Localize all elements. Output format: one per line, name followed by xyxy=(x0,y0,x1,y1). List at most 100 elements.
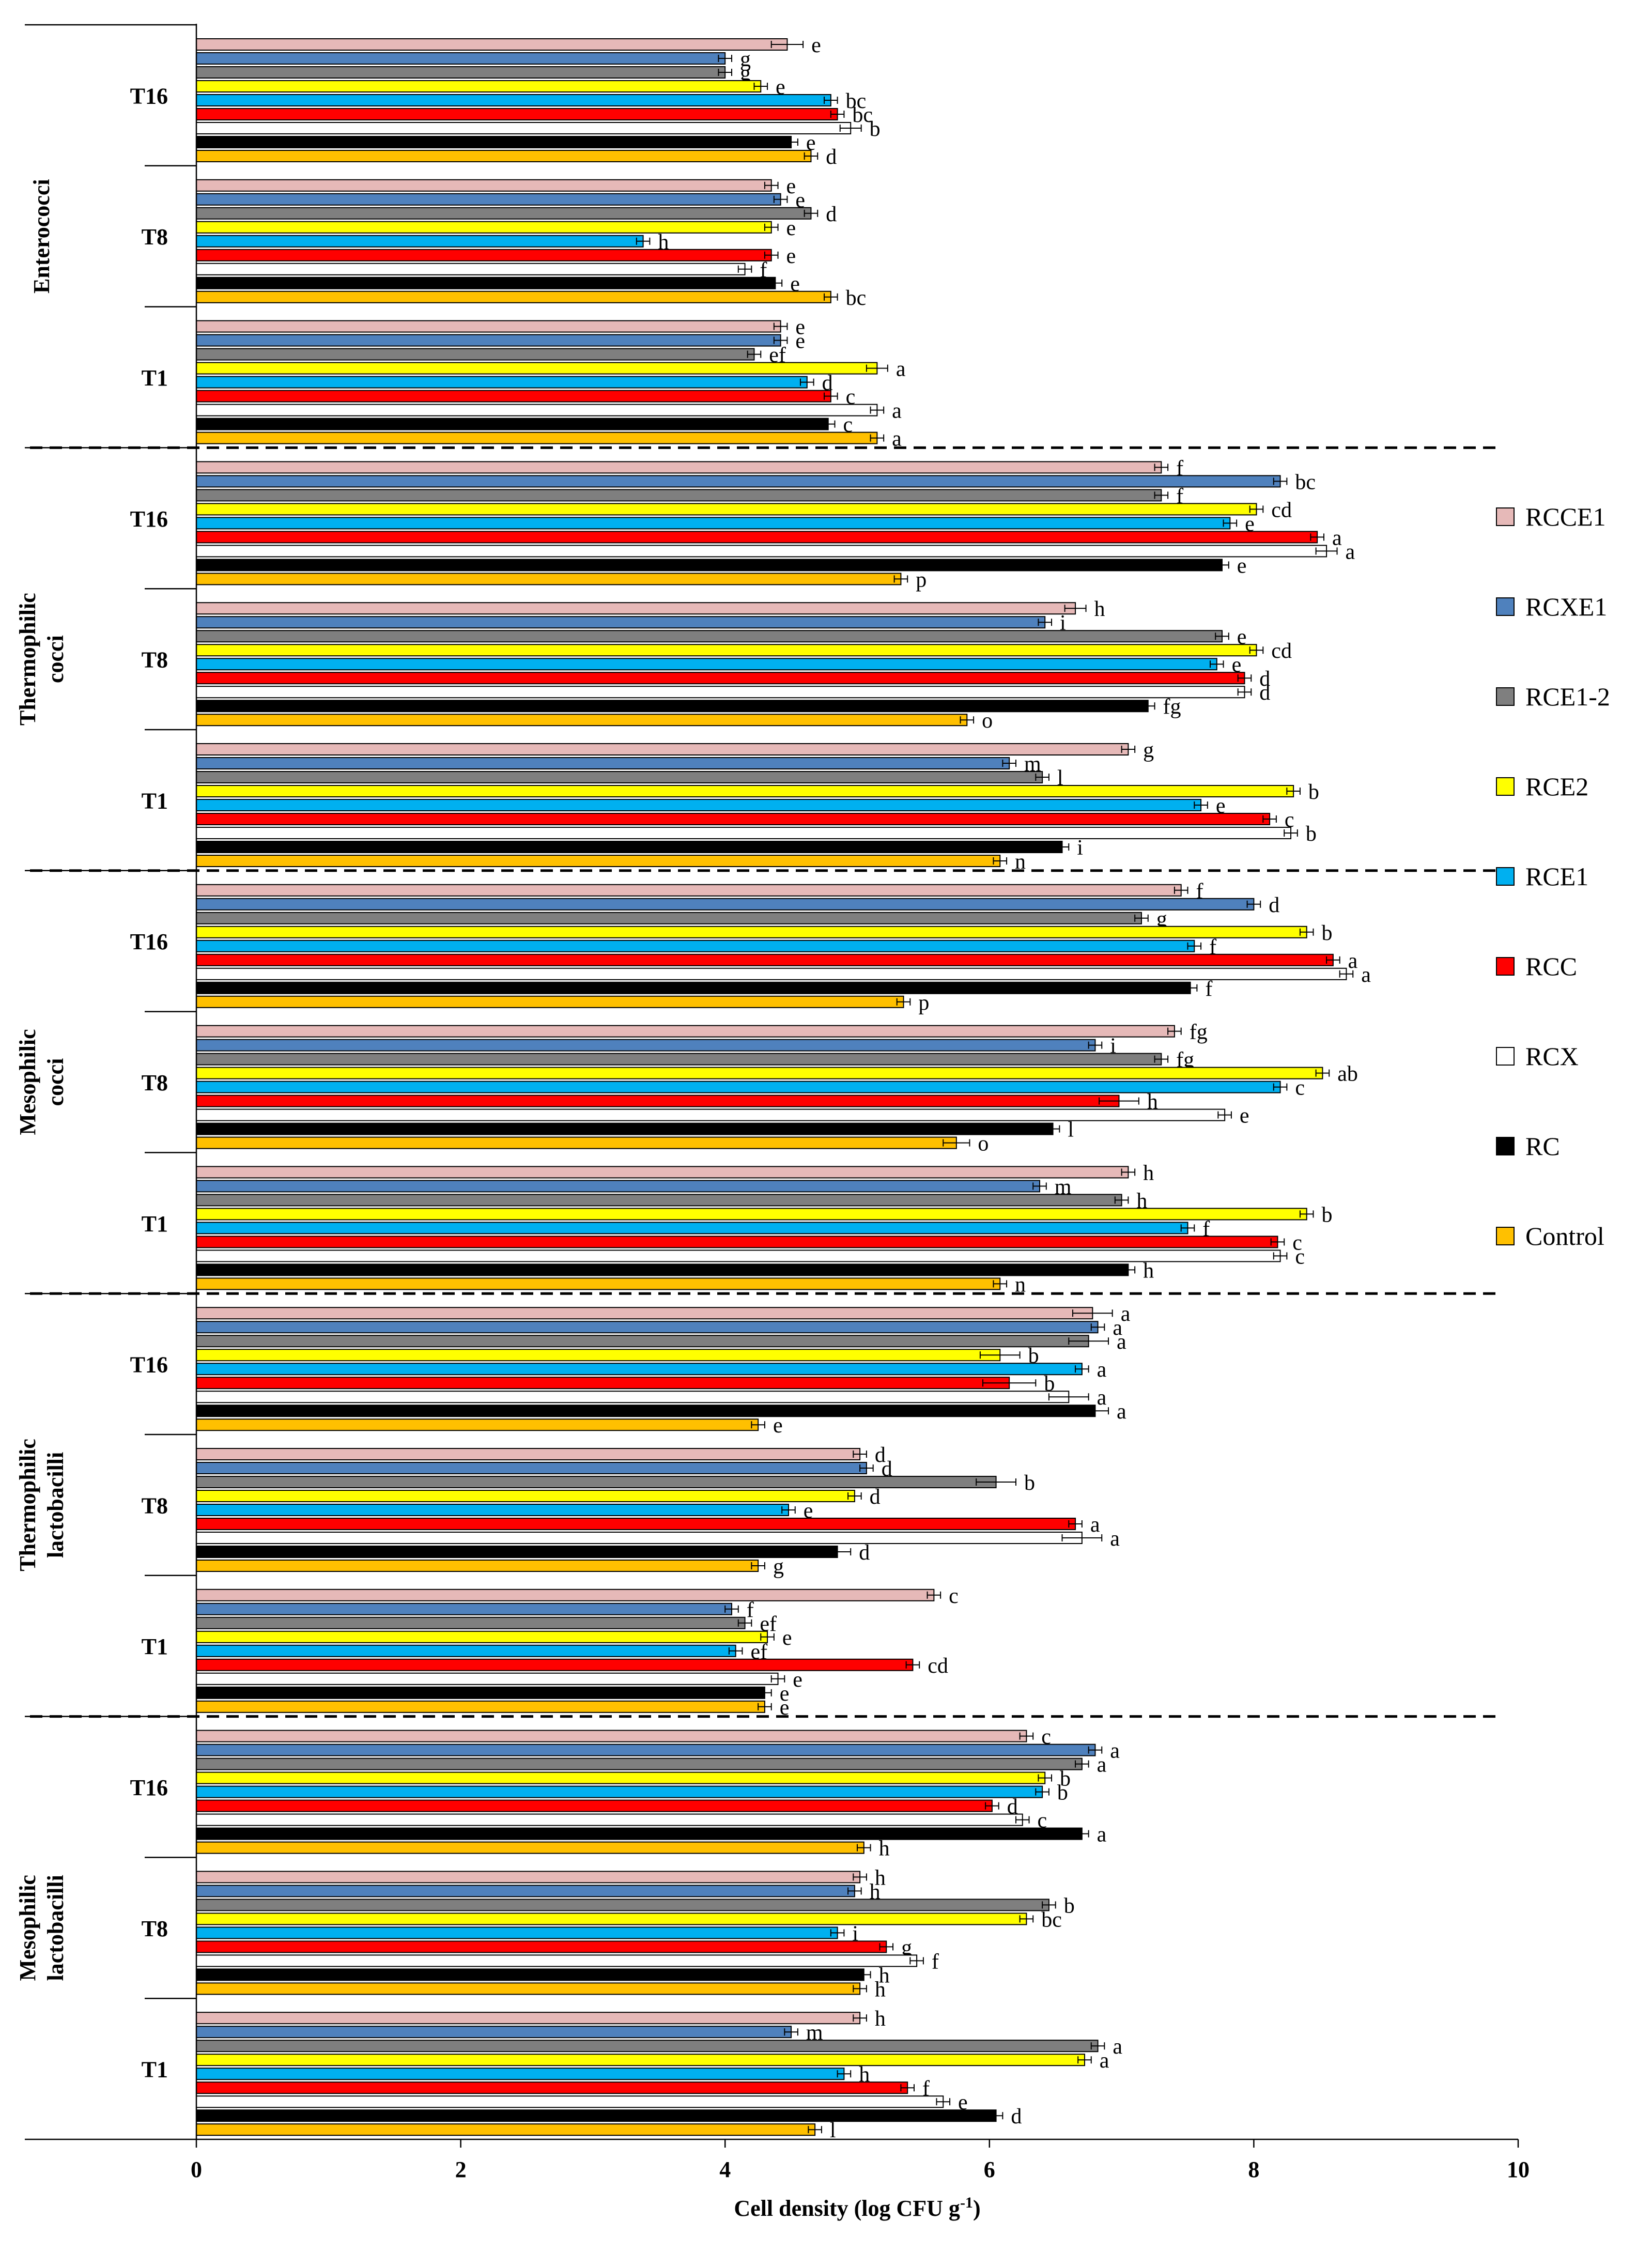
bar xyxy=(196,1771,1046,1784)
bar xyxy=(196,1827,1083,1840)
significance-letter: n xyxy=(1015,1273,1026,1297)
bar xyxy=(196,431,878,444)
significance-letter: g xyxy=(1156,907,1167,931)
bar xyxy=(196,2054,1085,2066)
bar xyxy=(196,1954,918,1967)
significance-letter: a xyxy=(1097,1358,1107,1382)
bar xyxy=(196,179,772,192)
time-label: T1 xyxy=(142,365,168,391)
group-label: Mesophilic xyxy=(15,1875,40,1981)
significance-letter: i xyxy=(1077,836,1083,860)
time-label: T8 xyxy=(142,1916,168,1941)
significance-letter: d xyxy=(875,1443,886,1467)
time-label: T8 xyxy=(142,647,168,673)
bar xyxy=(196,475,1281,488)
bar xyxy=(196,1094,1120,1107)
significance-letter: e xyxy=(1245,512,1255,536)
significance-letter: g xyxy=(773,1555,784,1579)
significance-letter: e xyxy=(793,1668,802,1692)
bar xyxy=(196,2109,997,2122)
bar xyxy=(196,1560,759,1572)
significance-letter: cd xyxy=(928,1654,948,1678)
bar xyxy=(196,1462,867,1474)
bar xyxy=(196,1841,864,1854)
bar xyxy=(196,1757,1083,1770)
bar xyxy=(196,573,902,585)
significance-letter: c xyxy=(846,385,856,409)
significance-letter: b xyxy=(1064,1894,1075,1918)
significance-letter: f xyxy=(760,258,767,282)
significance-letter: h xyxy=(1143,1259,1154,1283)
bar xyxy=(196,1166,1129,1179)
time-label: T16 xyxy=(130,83,168,109)
time-label: T8 xyxy=(142,1070,168,1096)
significance-letter: h xyxy=(875,1978,886,2001)
bar xyxy=(196,1067,1323,1079)
bar xyxy=(196,1616,746,1629)
bar xyxy=(196,334,781,347)
significance-letter: d xyxy=(870,1485,881,1509)
bar xyxy=(196,644,1257,657)
bar xyxy=(196,531,1318,544)
significance-letter: g xyxy=(1143,738,1154,762)
bar xyxy=(196,1222,1188,1235)
bar xyxy=(196,1349,1001,1362)
significance-letter: f xyxy=(1205,977,1212,1001)
bar xyxy=(196,1208,1307,1221)
significance-letter: o xyxy=(978,1132,989,1156)
significance-letter: a xyxy=(1110,1527,1120,1551)
bar xyxy=(196,1518,1076,1530)
significance-letter: f xyxy=(1176,456,1183,480)
bar xyxy=(196,290,831,303)
significance-letter: e xyxy=(790,272,800,296)
x-tick-label: 10 xyxy=(1507,2157,1530,2182)
significance-letter: e xyxy=(776,75,785,99)
legend-label: RCE1 xyxy=(1525,862,1588,891)
significance-letter: fg xyxy=(1190,1021,1208,1044)
bar xyxy=(196,1377,1010,1390)
significance-letter: f xyxy=(1176,484,1183,508)
bar xyxy=(196,1686,765,1699)
bar xyxy=(196,320,781,333)
bar xyxy=(196,1658,914,1671)
bar xyxy=(196,1885,855,1898)
bar xyxy=(196,517,1231,530)
bar xyxy=(196,841,1063,853)
bar xyxy=(196,80,762,92)
significance-letter: b xyxy=(1060,1767,1071,1791)
significance-letter: c xyxy=(1295,1076,1305,1100)
significance-letter: f xyxy=(1209,935,1216,959)
significance-letter: e xyxy=(1237,554,1247,578)
significance-letter: d xyxy=(882,1457,892,1481)
bar xyxy=(196,559,1223,572)
significance-letter: d xyxy=(822,372,833,395)
bar xyxy=(196,1236,1278,1248)
bar xyxy=(196,1025,1175,1038)
bar xyxy=(196,150,812,162)
bar xyxy=(196,912,1142,924)
legend-label: RC xyxy=(1525,1132,1560,1161)
bar xyxy=(196,939,1195,952)
bar xyxy=(196,418,829,430)
bar xyxy=(196,503,1257,516)
legend-swatch xyxy=(1496,507,1515,526)
bar xyxy=(196,686,1245,699)
significance-letter: b xyxy=(870,117,881,141)
x-axis-title-superscript: -1 xyxy=(960,2194,973,2211)
bar xyxy=(196,376,808,389)
bar xyxy=(196,616,1046,629)
significance-letter: l xyxy=(1057,766,1063,790)
significance-letter: e xyxy=(1216,794,1226,818)
significance-letter: c xyxy=(1292,1231,1302,1255)
bar xyxy=(196,714,968,727)
bar xyxy=(196,1418,759,1431)
significance-letter: d xyxy=(826,145,837,169)
significance-letter: bc xyxy=(1295,470,1316,494)
significance-letter: a xyxy=(1117,1330,1126,1354)
significance-letter: n xyxy=(1015,850,1026,874)
bar xyxy=(196,122,852,134)
legend-swatch xyxy=(1496,597,1515,616)
significance-letter: e xyxy=(1240,1104,1249,1128)
significance-letter: d xyxy=(1011,2105,1022,2128)
significance-letter: a xyxy=(1090,1513,1100,1537)
